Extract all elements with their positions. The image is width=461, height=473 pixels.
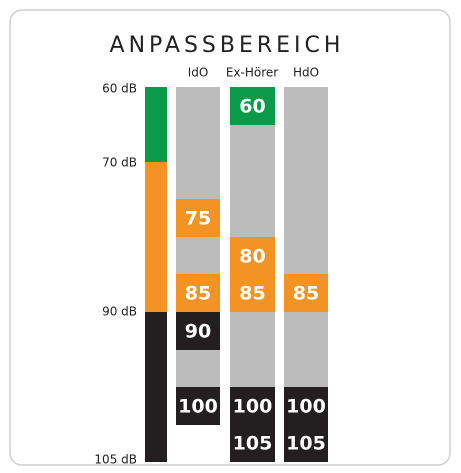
range-value: 100 — [178, 396, 218, 418]
range-block — [176, 312, 220, 350]
range-value: 85 — [185, 283, 211, 305]
scale-bar-green — [145, 87, 167, 162]
range-value: 85 — [239, 283, 265, 305]
column-header: HdO — [293, 66, 319, 80]
range-block — [230, 274, 275, 312]
range-value: 100 — [286, 396, 326, 418]
scale-label: 90 dB — [102, 305, 137, 319]
title: ANPASSBEREICH — [110, 33, 345, 58]
range-value: 100 — [233, 396, 273, 418]
range-value: 75 — [185, 208, 211, 230]
column-bg — [176, 87, 220, 425]
scale-label: 105 dB — [94, 453, 137, 467]
range-value: 80 — [239, 246, 265, 268]
range-block — [176, 199, 220, 237]
range-block — [284, 387, 328, 425]
range-block — [176, 387, 220, 425]
scale-label: 60 dB — [102, 82, 137, 96]
scale-bar-orange — [145, 162, 167, 312]
range-block — [230, 424, 275, 462]
range-block — [230, 87, 275, 125]
range-value: 105 — [286, 433, 326, 455]
range-block — [284, 274, 328, 312]
range-block — [230, 387, 275, 425]
scale-bar-black — [145, 312, 167, 462]
range-value: 90 — [185, 321, 211, 343]
range-value: 105 — [233, 433, 273, 455]
range-block — [284, 424, 328, 462]
column-header: IdO — [188, 66, 209, 80]
range-block — [176, 274, 220, 312]
range-block — [230, 237, 275, 275]
range-value: 60 — [239, 96, 265, 118]
scale-label: 70 dB — [102, 156, 137, 170]
column-header: Ex-Hörer — [226, 66, 278, 80]
range-value: 85 — [293, 283, 319, 305]
